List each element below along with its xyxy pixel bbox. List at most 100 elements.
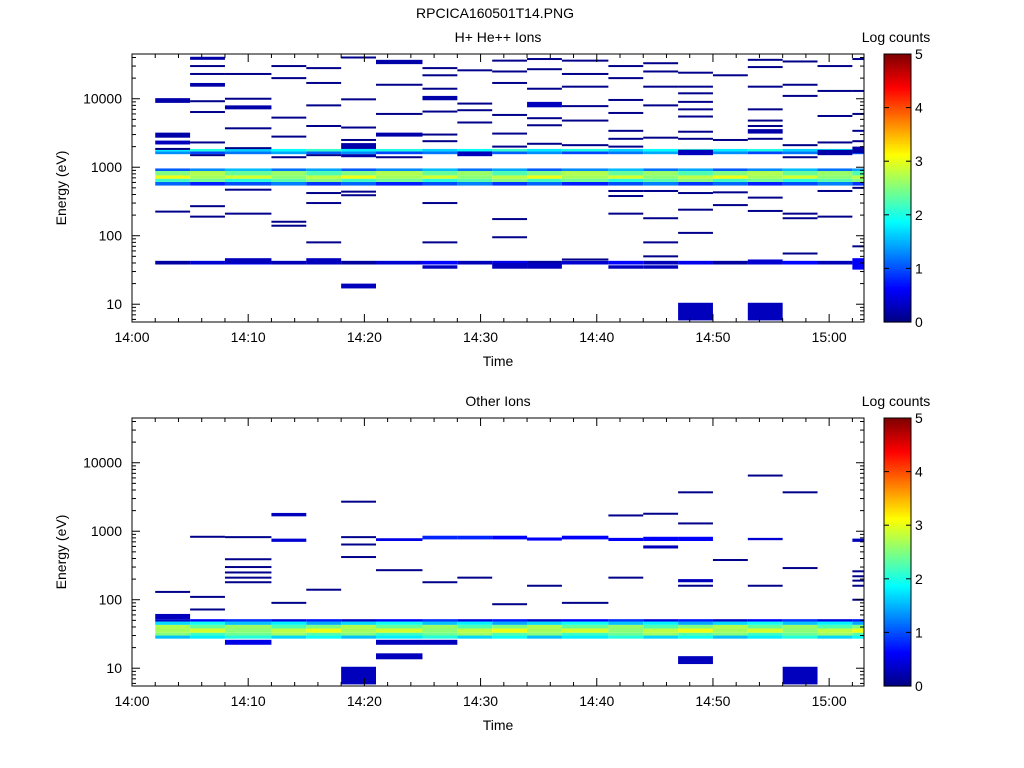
heatmap-band-cell [817, 632, 853, 636]
colorbar-swatch [884, 536, 911, 540]
heatmap-band-cell [422, 628, 458, 633]
heatmap-band-cell [422, 260, 458, 265]
heatmap-band-cell [224, 621, 272, 625]
x-axis-label: Time [483, 353, 514, 369]
heatmap-line-cell [341, 98, 376, 101]
heatmap-band-cell [155, 632, 191, 636]
colorbar-swatch [884, 623, 911, 627]
colorbar-swatch [884, 145, 911, 149]
colorbar-swatch [884, 121, 911, 124]
colorbar-swatch [884, 514, 911, 517]
heatmap-line-cell [155, 210, 191, 213]
colorbar-swatch [884, 556, 911, 560]
heatmap-line-cell [492, 236, 528, 239]
heatmap-line-cell [376, 112, 423, 115]
heatmap-line-cell [422, 202, 458, 205]
heatmap-band-cell [224, 151, 272, 155]
heatmap-band-cell [306, 628, 342, 633]
colorbar-tick-label: 2 [915, 207, 923, 223]
colorbar-swatch [884, 453, 911, 457]
heatmap-band-cell [224, 619, 272, 622]
colorbar-swatch [884, 424, 911, 428]
heatmap-band-cell [608, 624, 644, 629]
heatmap-band-cell [712, 178, 748, 182]
colorbar-swatch [884, 502, 911, 506]
heatmap-line-cell [224, 147, 272, 150]
colorbar-swatch [884, 67, 911, 71]
heatmap-band-cell [457, 621, 493, 625]
colorbar-swatch [884, 598, 911, 602]
heatmap-band-cell [224, 628, 272, 633]
heatmap-band-cell [457, 148, 493, 152]
heatmap-band-cell [678, 181, 713, 186]
heatmap-band-cell [376, 168, 423, 172]
colorbar-swatch [884, 156, 911, 160]
colorbar-swatch [884, 674, 911, 678]
heatmap-band-cell [155, 628, 191, 633]
heatmap-line-cell [271, 220, 307, 223]
colorbar-frame [883, 417, 912, 687]
heatmap-band-cell [608, 260, 644, 265]
heatmap-line-cell [190, 111, 225, 114]
heatmap-line-cell [608, 77, 644, 80]
heatmap-band-cell [492, 260, 528, 265]
heatmap-band-cell [712, 181, 748, 186]
heatmap-cell [643, 545, 679, 549]
heatmap-band-cell [457, 632, 493, 636]
heatmap-line-cell [492, 145, 528, 148]
colorbar-swatch [884, 257, 911, 261]
heatmap-band-cell [782, 175, 818, 179]
colorbar-swatch [884, 284, 911, 287]
heatmap-line-cell [190, 205, 225, 208]
colorbar-swatch [884, 107, 911, 111]
heatmap-band-cell [747, 151, 783, 155]
heatmap-line-cell [747, 474, 783, 477]
heatmap-line-cell [224, 72, 272, 75]
heatmap-line-cell [376, 156, 423, 159]
colorbar-swatch [884, 420, 911, 424]
heatmap-line-cell [643, 62, 679, 65]
colorbar-swatch [884, 538, 911, 542]
heatmap-band-cell [712, 148, 748, 152]
heatmap-line-cell [678, 491, 713, 494]
heatmap-band-cell [190, 151, 225, 155]
colorbar-swatch [884, 547, 911, 551]
heatmap-band-cell [817, 260, 853, 265]
heatmap-band-cell [527, 628, 562, 633]
colorbar-swatch [884, 116, 911, 120]
colorbar-swatch [884, 627, 911, 631]
heatmap-band-cell [712, 619, 748, 622]
colorbar-swatch [884, 639, 911, 642]
heatmap-cell [224, 639, 272, 645]
heatmap-line-cell [678, 71, 713, 74]
heatmap-band-cell [376, 181, 423, 186]
heatmap-cells [155, 56, 864, 321]
colorbar-swatch [884, 464, 911, 468]
heatmap-band-cell [747, 148, 783, 152]
heatmap-band-cell [155, 619, 191, 622]
heatmap-band-cell [527, 151, 562, 155]
colorbar-label: Log counts [862, 393, 931, 409]
x-axis: 14:00 14:10 14:20 14:30 14:40 14:50 15:00 Time [114, 418, 853, 733]
x-axis-label: Time [483, 717, 514, 733]
colorbar-swatch [884, 505, 911, 508]
heatmap-line-cell [643, 136, 679, 139]
heatmap-band-cell [561, 632, 609, 636]
colorbar-swatch [884, 576, 911, 580]
colorbar-swatch [884, 482, 911, 486]
heatmap-line-cell [561, 105, 609, 108]
heatmap-line-cell [224, 188, 272, 191]
colorbar-swatch [884, 150, 911, 153]
heatmap-line-cell [341, 194, 376, 197]
colorbar-swatch [884, 426, 911, 430]
heatmap-line-cell [608, 137, 644, 140]
heatmap-line-cell [643, 255, 679, 258]
heatmap-line-cell [271, 77, 307, 80]
heatmap-band-cell [643, 178, 679, 182]
colorbar-swatch [884, 181, 911, 185]
colorbar-swatch [884, 174, 911, 178]
heatmap-cell [190, 56, 225, 60]
heatmap-line-cell [712, 559, 748, 562]
heatmap-cell [561, 535, 609, 540]
colorbar-label: Log counts [862, 29, 931, 45]
